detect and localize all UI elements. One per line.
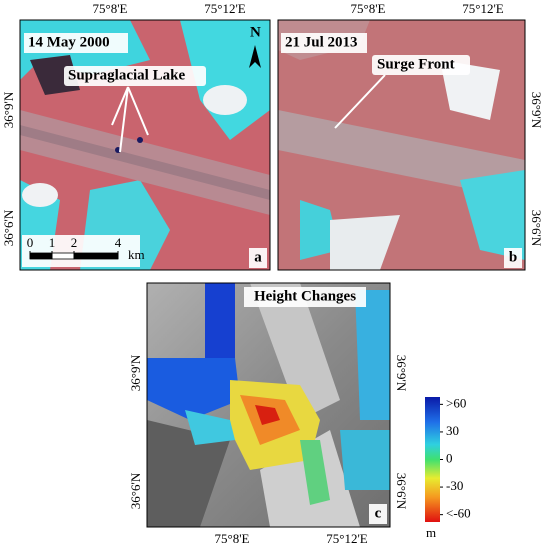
date-box — [281, 33, 367, 53]
colorbar-label: >60 — [446, 395, 466, 410]
panel-c-image — [147, 283, 390, 527]
latitude-label: 36°9'N — [529, 92, 544, 129]
panel-frame — [19, 19, 271, 271]
colorbar-label: 0 — [446, 450, 453, 465]
scale-label: 0 — [27, 235, 34, 250]
date-box — [24, 33, 128, 53]
colorbar-label: -30 — [446, 478, 463, 493]
panel-letter: a — [254, 249, 262, 265]
panel-letter: c — [375, 505, 382, 521]
panel-a-image — [20, 20, 270, 270]
scale-segment — [51, 252, 75, 260]
date-label: 21 Jul 2013 — [285, 34, 358, 50]
arrow — [334, 74, 386, 129]
annotation-box — [64, 66, 206, 86]
latitude-label: 36°6'N — [128, 472, 143, 509]
panel-letter: b — [509, 249, 517, 265]
date-label: 14 May 2000 — [28, 34, 110, 50]
latitude-label: 36°6'N — [394, 473, 409, 510]
scale-unit: km — [128, 247, 145, 262]
colorbar-unit: m — [426, 525, 436, 540]
letter-box — [504, 248, 522, 268]
longitude-label: 75°12'E — [462, 1, 504, 16]
annotation: Surge Front — [377, 56, 455, 72]
latitude-label: 36°6'N — [1, 209, 16, 246]
longitude-label: 75°8'E — [93, 1, 128, 16]
latitude-label: 36°9'N — [128, 354, 143, 391]
letter-box — [369, 504, 387, 524]
longitude-label: 75°12'E — [204, 1, 246, 16]
panel-frame — [146, 282, 391, 528]
scale-label: 4 — [115, 235, 122, 250]
scale-segment — [29, 252, 53, 260]
panel-title: Height Changes — [254, 288, 356, 304]
colorbar-label: <-60 — [446, 506, 471, 521]
longitude-label: 75°12'E — [326, 531, 368, 546]
scale-segment — [73, 252, 119, 260]
north-arrow — [249, 45, 261, 68]
latitude-label: 36°6'N — [529, 210, 544, 247]
scale-label: 2 — [71, 235, 78, 250]
scale-label: 1 — [49, 235, 56, 250]
longitude-label: 75°8'E — [351, 1, 386, 16]
scale-box — [22, 235, 140, 267]
north-label: N — [250, 24, 261, 40]
arrows — [111, 86, 149, 153]
latitude-label: 36°9'N — [394, 355, 409, 392]
panel-frame — [277, 19, 526, 271]
annotation-box — [372, 55, 470, 75]
colorbar-label: 30 — [446, 423, 459, 438]
title-box — [244, 287, 366, 307]
annotation: Supraglacial Lake — [68, 67, 185, 83]
longitude-label: 75°8'E — [215, 531, 250, 546]
latitude-label: 36°9'N — [1, 91, 16, 128]
letter-box — [249, 248, 267, 268]
colorbar — [425, 397, 440, 522]
